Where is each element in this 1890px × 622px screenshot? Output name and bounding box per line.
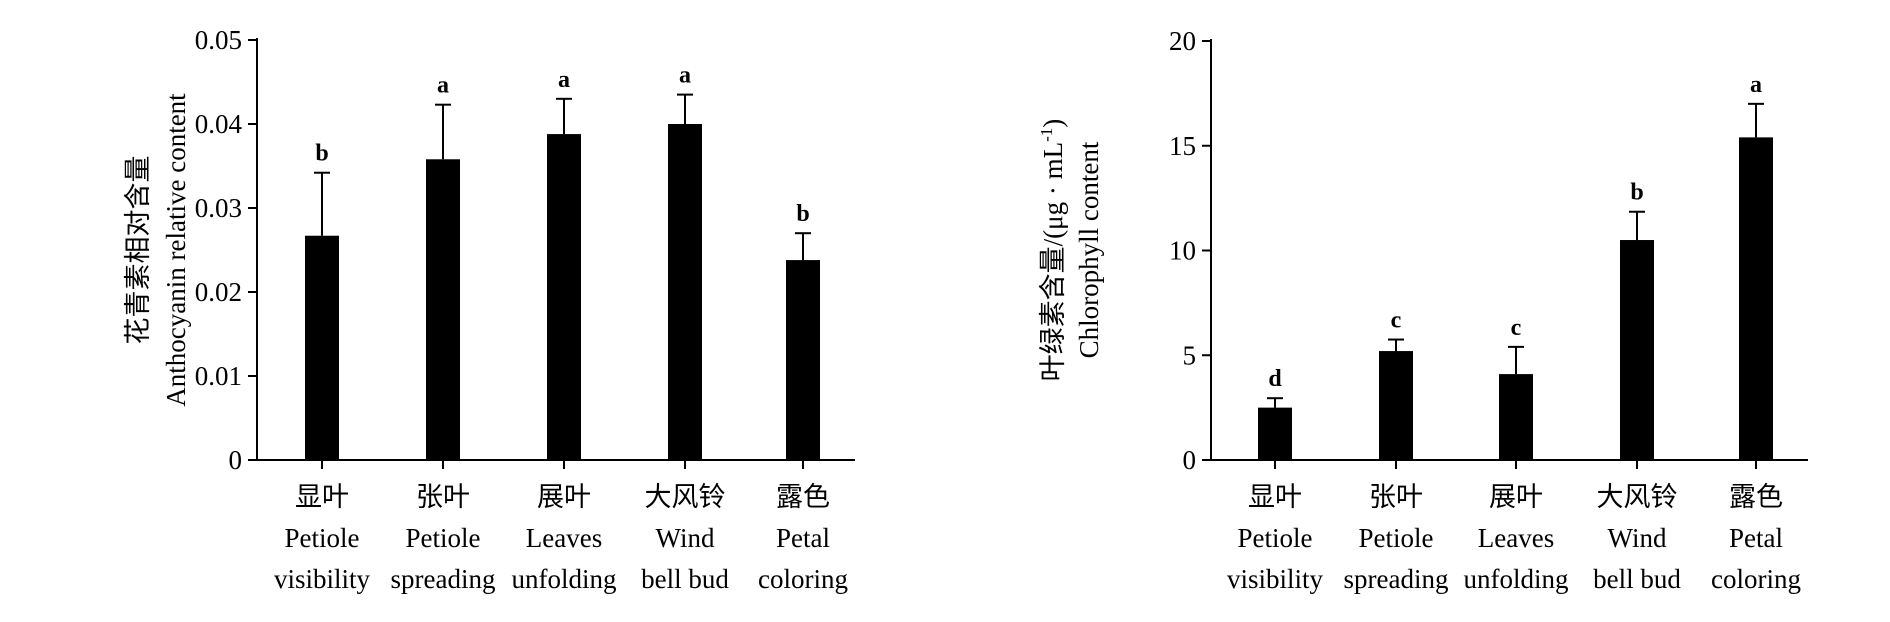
significance-label: a [679,63,691,89]
bar [305,235,339,460]
bar [547,134,581,460]
x-category-label: visibility [1227,564,1324,594]
significance-label: a [1750,72,1762,98]
x-category-label: 大风铃 [1597,482,1678,512]
significance-label: b [315,141,328,167]
x-category-label: Petal [1729,523,1783,553]
significance-label: c [1511,315,1522,341]
x-category-label: 张叶 [1369,482,1423,512]
significance-label: b [796,201,809,227]
x-category-label: Wind [1608,523,1667,553]
y-axis-label-en: Anthocyanin relative content [161,93,191,407]
x-category-label: Petiole [406,523,481,553]
x-category-label: coloring [758,564,848,594]
significance-label: d [1268,366,1282,392]
x-category-label: 张叶 [416,482,470,512]
y-axis-label-main: 叶绿素含量/(μg · mL [1038,142,1068,381]
x-category-label: Petiole [285,523,360,553]
x-category-label: Wind [656,523,715,553]
bar [1499,374,1533,460]
x-category-label: Leaves [1478,523,1554,553]
y-tick-label: 0.04 [195,109,243,139]
x-category-label: 露色 [776,482,830,512]
significance-label: a [437,73,449,99]
y-axis-label-cn: 花青素相对含量 [123,156,153,345]
anthocyanin-chart: 0 0.01 0.02 0.03 0.04 0.05 花青素相对含量 Anthocyanin … [123,25,855,594]
x-category-label: spreading [1344,564,1449,594]
significance-label: b [1630,180,1643,206]
y-axis-label-superscript: -1 [1037,128,1056,142]
bar [668,124,702,460]
y-axis-label-close: ) [1038,119,1068,128]
x-category-label: Leaves [526,523,602,553]
x-category-label: 显叶 [1248,482,1302,512]
y-tick-label: 0 [229,445,243,475]
x-category-label: Petiole [1359,523,1434,553]
x-category-label: visibility [274,564,371,594]
x-category-label: coloring [1711,564,1801,594]
significance-label: c [1391,308,1402,334]
y-tick-label: 0.03 [195,193,242,223]
y-tick-label: 0.02 [195,277,242,307]
x-category-label: unfolding [512,564,617,594]
y-tick-label: 0.05 [195,25,242,55]
x-category-label: 露色 [1729,482,1783,512]
y-tick-label: 20 [1169,26,1196,56]
x-category-label: Petiole [1238,523,1313,553]
bar [786,260,820,460]
bar [1258,407,1292,460]
x-category-label: 显叶 [295,482,349,512]
x-category-label: bell bud [641,564,729,594]
y-tick-label: 0 [1183,445,1197,475]
bar [1379,351,1413,460]
y-tick-label: 10 [1169,236,1196,266]
bar [1739,137,1773,460]
x-category-label: 大风铃 [645,482,726,512]
y-tick-label: 15 [1169,131,1196,161]
x-category-label: spreading [391,564,496,594]
y-axis-label-cn: 叶绿素含量/(μg · mL-1) [1037,119,1068,382]
x-category-label: bell bud [1593,564,1681,594]
x-category-label: unfolding [1464,564,1569,594]
bar [426,159,460,460]
y-tick-label: 5 [1183,340,1197,370]
y-axis-label-en: Chlorophyll content [1074,141,1104,358]
bar [1620,240,1654,460]
significance-label: a [558,67,570,93]
y-tick-label: 0.01 [195,361,242,391]
x-category-label: Petal [776,523,830,553]
x-category-label: 展叶 [1489,482,1543,512]
x-category-label: 展叶 [537,482,591,512]
